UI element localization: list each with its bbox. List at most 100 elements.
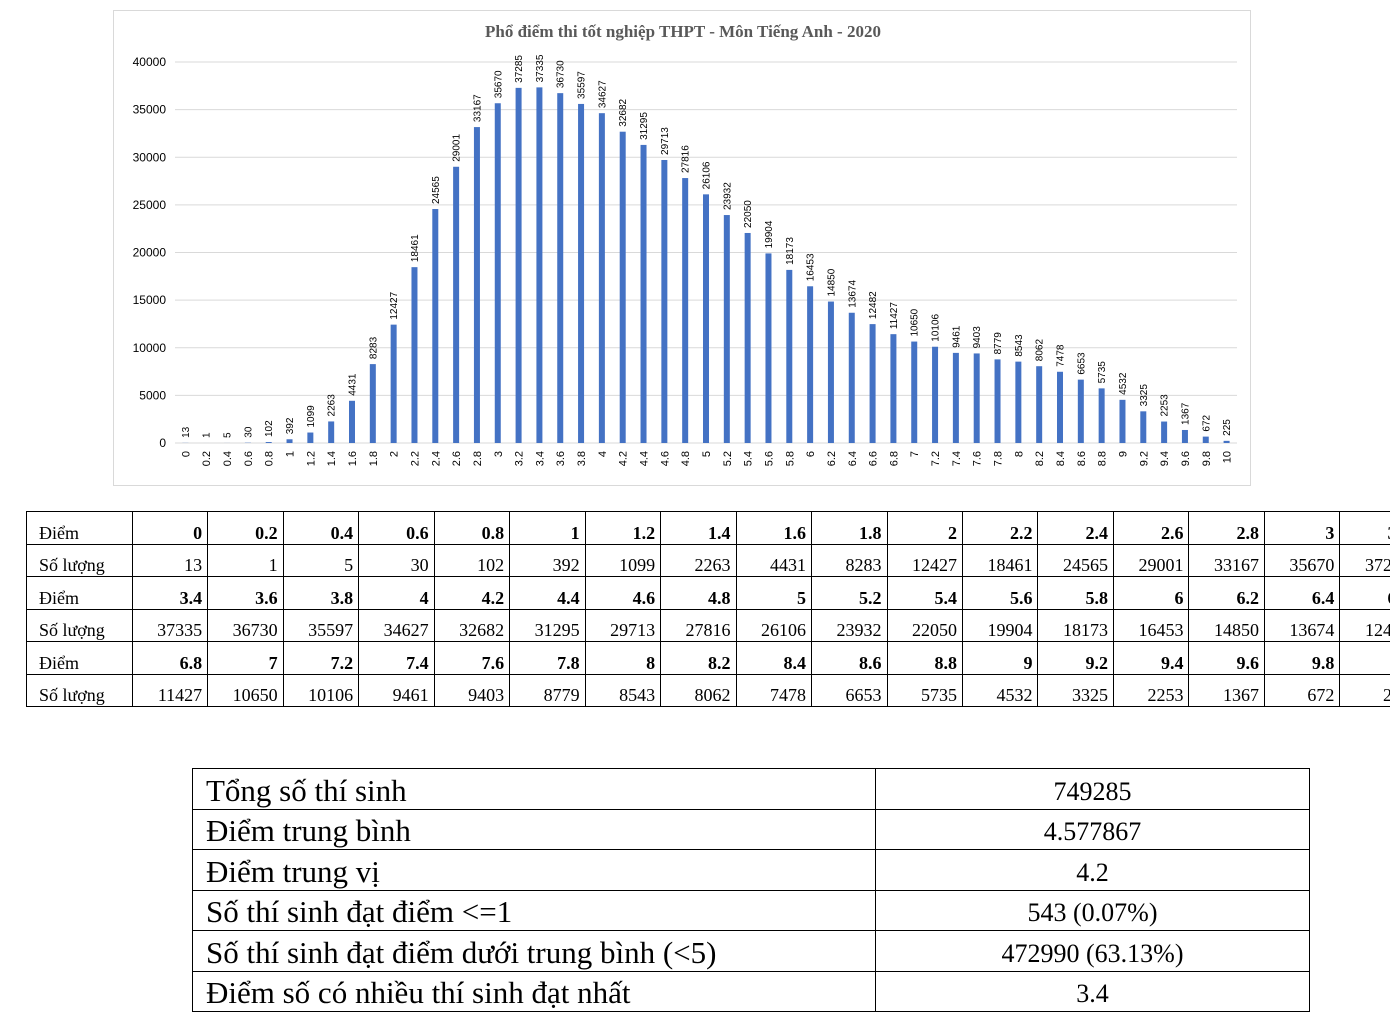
summary-row-below5: Số thí sinh đạt điểm dưới trung bình (<5… bbox=[192, 930, 1310, 972]
bar bbox=[473, 127, 480, 444]
count-cell: 19904 bbox=[961, 608, 1039, 642]
data-label: 35597 bbox=[577, 71, 588, 99]
x-tick-label: 9.6 bbox=[1180, 451, 1192, 466]
summary-value: 3.4 bbox=[875, 970, 1310, 1012]
score-cell: 5.8 bbox=[1037, 576, 1114, 610]
score-cell: 3.4 bbox=[131, 576, 209, 610]
x-tick-label: 0.2 bbox=[201, 451, 213, 466]
bar bbox=[1202, 436, 1209, 443]
x-tick-label: 6 bbox=[805, 451, 817, 457]
data-label: 11427 bbox=[889, 302, 900, 330]
x-tick-label: 4.2 bbox=[618, 451, 630, 466]
data-label: 5 bbox=[223, 432, 234, 438]
score-cell: 7.6 bbox=[433, 641, 511, 675]
count-cell: 9461 bbox=[358, 673, 435, 707]
score-cell: 10 bbox=[1339, 641, 1390, 675]
count-cell: 32682 bbox=[433, 608, 511, 642]
score-cell: 6.2 bbox=[1188, 576, 1265, 610]
data-label: 33167 bbox=[472, 94, 483, 122]
x-tick-label: 2.2 bbox=[409, 451, 421, 466]
row-label-count: Số lượng bbox=[26, 673, 133, 707]
x-tick-label: 6.4 bbox=[847, 451, 859, 466]
data-label: 4532 bbox=[1118, 372, 1129, 395]
x-tick-label: 0 bbox=[180, 451, 192, 457]
x-tick-label: 4.4 bbox=[639, 451, 651, 466]
bar bbox=[1181, 429, 1188, 443]
score-cell: 3.8 bbox=[282, 576, 360, 610]
data-label: 1367 bbox=[1180, 402, 1191, 425]
count-cell: 37335 bbox=[131, 608, 209, 642]
count-cell: 31295 bbox=[509, 608, 586, 642]
data-label: 10106 bbox=[931, 313, 942, 341]
score-cell: 0.8 bbox=[433, 511, 511, 545]
count-cell: 29713 bbox=[584, 608, 662, 642]
x-tick-label: 5.2 bbox=[722, 451, 734, 466]
bar bbox=[307, 432, 314, 443]
count-cell: 18461 bbox=[961, 543, 1039, 577]
score-cell: 4.6 bbox=[584, 576, 662, 610]
y-tick-label: 25000 bbox=[133, 198, 167, 212]
x-tick-label: 2.8 bbox=[472, 451, 484, 466]
data-label: 37285 bbox=[514, 55, 525, 83]
x-tick-label: 3.6 bbox=[555, 451, 567, 466]
data-label: 12427 bbox=[389, 291, 400, 319]
data-label: 10650 bbox=[910, 308, 921, 336]
count-cell: 4532 bbox=[961, 673, 1039, 707]
bar bbox=[494, 103, 501, 443]
data-label: 30 bbox=[243, 426, 254, 438]
data-label: 18461 bbox=[410, 234, 421, 262]
bar bbox=[682, 178, 689, 443]
count-cell: 16453 bbox=[1112, 608, 1190, 642]
score-cell: 5 bbox=[735, 576, 813, 610]
bar bbox=[578, 103, 585, 444]
data-label: 13 bbox=[181, 426, 192, 438]
data-label: 6653 bbox=[1076, 352, 1087, 375]
data-label: 26106 bbox=[702, 161, 713, 189]
count-cell: 18173 bbox=[1037, 608, 1114, 642]
row-label-count: Số lượng bbox=[26, 543, 133, 577]
score-cell: 3.6 bbox=[207, 576, 284, 610]
data-label: 22050 bbox=[743, 200, 754, 228]
bar bbox=[1119, 399, 1126, 443]
count-cell: 27816 bbox=[660, 608, 737, 642]
x-tick-label: 1.8 bbox=[368, 451, 380, 466]
row-label-score: Điểm bbox=[26, 576, 133, 610]
x-tick-label: 8.4 bbox=[1055, 451, 1067, 466]
count-cell: 102 bbox=[433, 543, 511, 577]
count-row: Số lượng 13 1 5 30 102 392 1099 2263 4431 8283 1242… bbox=[26, 543, 1390, 577]
count-cell: 23932 bbox=[811, 608, 888, 642]
data-label: 672 bbox=[1201, 414, 1212, 431]
count-cell: 2263 bbox=[660, 543, 737, 577]
x-tick-label: 2.4 bbox=[430, 451, 442, 466]
score-cell: 9.6 bbox=[1188, 641, 1265, 675]
row-label-score: Điểm bbox=[26, 641, 133, 675]
row-label-score: Điểm bbox=[26, 511, 133, 545]
summary-value: 543 (0.07%) bbox=[875, 889, 1310, 931]
score-cell: 9.8 bbox=[1263, 641, 1341, 675]
x-tick-label: 1.4 bbox=[326, 451, 338, 466]
score-count-table: Điểm 0 0.2 0.4 0.6 0.8 1 1.2 1.4 1.6 1.8 2 2.2 2.4 2.6… bbox=[26, 511, 1390, 707]
score-cell: 7.8 bbox=[509, 641, 586, 675]
bar bbox=[911, 341, 918, 443]
summary-label: Tổng số thí sinh bbox=[192, 768, 876, 810]
x-tick-label: 5.8 bbox=[784, 451, 796, 466]
y-tick-label: 5000 bbox=[139, 388, 166, 402]
score-distribution-chart: Phổ điểm thi tốt nghiệp THPT - Môn Tiếng… bbox=[133, 22, 1237, 466]
data-label: 29001 bbox=[452, 134, 463, 162]
bar bbox=[432, 209, 439, 443]
score-cell: 4.8 bbox=[660, 576, 737, 610]
score-cell: 6 bbox=[1112, 576, 1190, 610]
count-cell: 8543 bbox=[584, 673, 662, 707]
score-cell: 1.4 bbox=[660, 511, 737, 545]
x-tick-label: 3.2 bbox=[514, 451, 526, 466]
x-tick-label: 1.6 bbox=[347, 451, 359, 466]
data-label: 31295 bbox=[639, 112, 650, 140]
x-tick-label: 5 bbox=[701, 451, 713, 457]
count-cell: 5 bbox=[282, 543, 360, 577]
summary-value: 472990 (63.13%) bbox=[875, 930, 1310, 972]
count-cell: 12427 bbox=[886, 543, 964, 577]
bar bbox=[932, 346, 939, 443]
count-cell: 34627 bbox=[358, 608, 435, 642]
x-tick-label: 6.2 bbox=[826, 451, 838, 466]
summary-row-mean: Điểm trung bình 4.577867 bbox=[192, 808, 1310, 850]
